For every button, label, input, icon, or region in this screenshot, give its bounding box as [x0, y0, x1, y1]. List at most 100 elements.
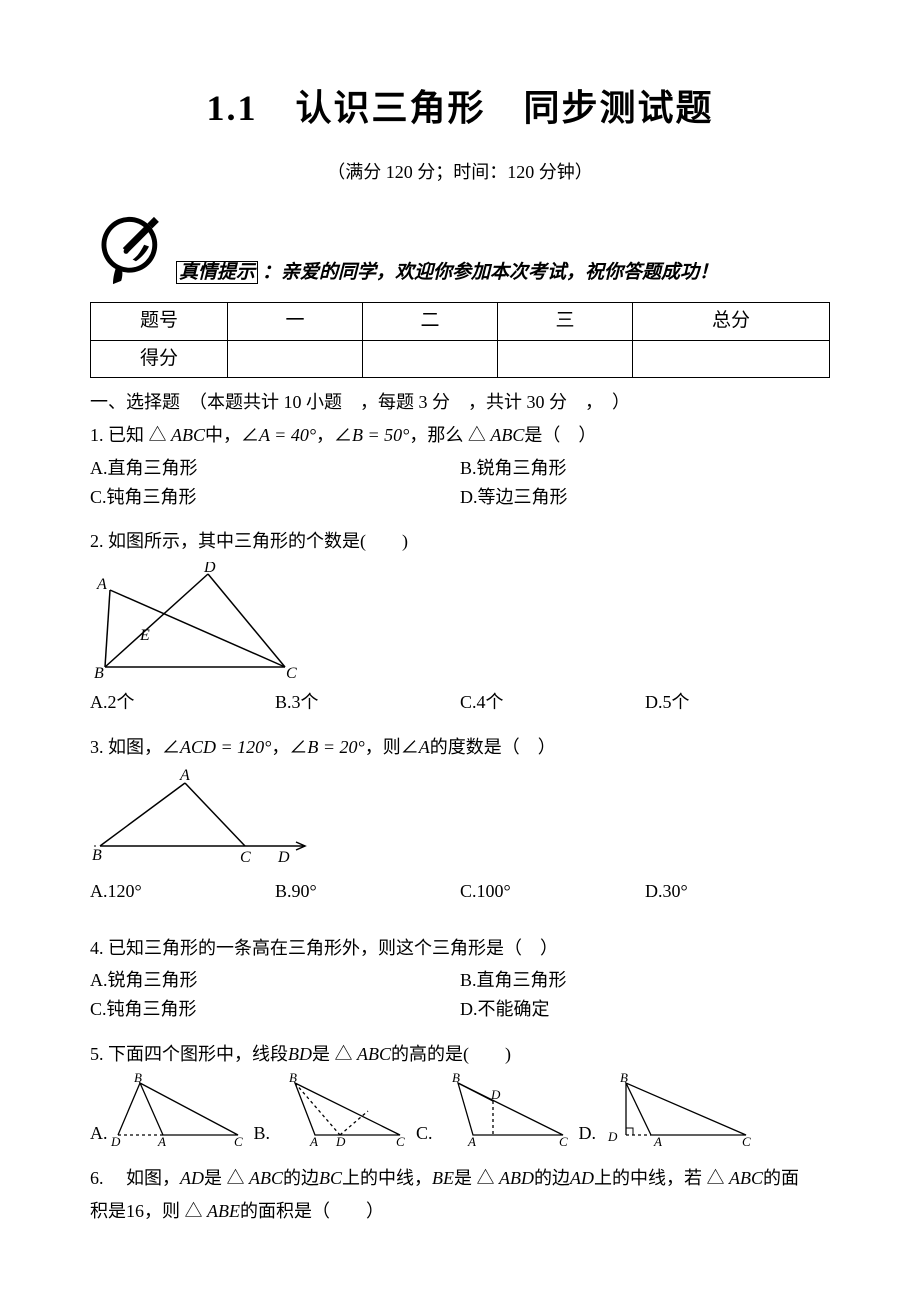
page-title: 1.1 认识三角形 同步测试题: [90, 80, 830, 138]
svg-text:C: C: [559, 1134, 568, 1148]
q5-fig-a: B D A C: [108, 1073, 248, 1148]
q-text: 的边: [534, 1168, 570, 1188]
svg-text:A: A: [309, 1134, 318, 1148]
question-6-line2: 积是16，则 △ ABE的面积是（ ）: [90, 1197, 830, 1226]
label-b: B: [92, 847, 102, 863]
svg-text:D: D: [490, 1087, 501, 1102]
svg-text:A: A: [467, 1134, 476, 1148]
q-num: 5.: [90, 1044, 104, 1064]
opt-label: C.: [416, 1119, 433, 1148]
q-text: 上的中线，: [342, 1168, 432, 1188]
option-d: D.不能确定: [460, 995, 830, 1024]
svg-text:C: C: [396, 1134, 405, 1148]
svg-text:A: A: [653, 1134, 662, 1148]
svg-text:D: D: [335, 1134, 346, 1148]
motto-text: ：亲爱的同学，欢迎你参加本次考试，祝你答题成功！: [262, 262, 718, 283]
label-c: C: [286, 665, 297, 682]
option-d: D. B D A C: [579, 1073, 757, 1148]
q-text: 中，∠: [205, 425, 259, 445]
q-text: 已知 △: [108, 425, 171, 445]
svg-text:D: D: [110, 1134, 121, 1148]
q-text: ，那么 △: [409, 425, 490, 445]
option-c: C. B D A C: [416, 1073, 573, 1148]
option-c: C.4个: [460, 688, 645, 717]
q3-options: A.120° B.90° C.100° D.30°: [90, 877, 830, 906]
q-text: 已知三角形的一条高在三角形外，则这个三角形是（ ）: [108, 938, 558, 958]
q-text: 是 △: [454, 1168, 499, 1188]
question-4: 4. 已知三角形的一条高在三角形外，则这个三角形是（ ）: [90, 934, 830, 963]
label-a: A: [179, 768, 190, 784]
math: ACD = 120°: [180, 737, 271, 757]
q-text: 是（ ）: [524, 425, 596, 445]
option-b: B. B A D C: [254, 1073, 411, 1148]
option-b: B.90°: [275, 877, 460, 906]
q-text: ，则∠: [365, 737, 419, 757]
label-a: A: [96, 576, 107, 593]
cell: 题号: [91, 303, 228, 340]
math: 16: [126, 1201, 144, 1221]
cell: 二: [363, 303, 498, 340]
table-row: 题号 一 二 三 总分: [91, 303, 830, 340]
cell: 得分: [91, 340, 228, 377]
math: BC: [319, 1168, 342, 1188]
cell: [363, 340, 498, 377]
table-row: 得分: [91, 340, 830, 377]
q1-options: C.钝角三角形 D.等边三角形: [90, 483, 830, 512]
subtitle: （满分 120 分；时间：120 分钟）: [90, 158, 830, 187]
math: AD: [180, 1168, 204, 1188]
svg-text:B: B: [620, 1073, 628, 1085]
option-d: D.30°: [645, 877, 830, 906]
q-num: 4.: [90, 938, 104, 958]
option-b: B.锐角三角形: [460, 454, 830, 483]
math: A = 40°: [259, 425, 316, 445]
cell: 一: [228, 303, 363, 340]
q4-options: A.锐角三角形 B.直角三角形: [90, 966, 830, 995]
math: AD: [570, 1168, 594, 1188]
math: ABC: [490, 425, 524, 445]
section-1-heading: 一、选择题 （本题共计 10 小题 ，每题 3 分 ，共计 30 分 ， ）: [90, 388, 830, 417]
q5-fig-d: B D A C: [596, 1073, 756, 1148]
q-text: 如图，∠: [108, 737, 180, 757]
q-text: 积是: [90, 1201, 126, 1221]
score-table: 题号 一 二 三 总分 得分: [90, 302, 830, 378]
motto-label: 真情提示: [176, 261, 258, 284]
math: ABC: [357, 1044, 391, 1064]
cell: [228, 340, 363, 377]
option-a: A.2个: [90, 688, 275, 717]
option-b: B.直角三角形: [460, 966, 830, 995]
math: A: [419, 737, 430, 757]
q-num: 3.: [90, 737, 104, 757]
q-text: ，∠: [271, 737, 307, 757]
q-text: 是 △: [204, 1168, 249, 1188]
option-c: C.钝角三角形: [90, 483, 460, 512]
q-text: 的边: [283, 1168, 319, 1188]
option-a: A.锐角三角形: [90, 966, 460, 995]
label-c: C: [240, 849, 251, 863]
svg-text:D: D: [607, 1129, 618, 1144]
q-text: 如图，: [108, 1168, 180, 1188]
math: B = 20°: [307, 737, 364, 757]
q1-options: A.直角三角形 B.锐角三角形: [90, 454, 830, 483]
math: ABC: [249, 1168, 283, 1188]
question-6: 6. 如图，AD是 △ ABC的边BC上的中线，BE是 △ ABD的边AD上的中…: [90, 1164, 830, 1193]
math: ABC: [171, 425, 205, 445]
math: ABE: [207, 1201, 240, 1221]
q5-options: A. B D A C B. B A D C C. B: [90, 1073, 830, 1148]
q-text: 是 △: [312, 1044, 357, 1064]
question-3: 3. 如图，∠ACD = 120°，∠B = 20°，则∠A的度数是（ ）: [90, 733, 830, 762]
q-text: 如图所示，其中三角形的个数是( ): [108, 531, 408, 551]
cell: [633, 340, 830, 377]
q-text: 的高的是( ): [391, 1044, 511, 1064]
cell: 总分: [633, 303, 830, 340]
svg-text:C: C: [234, 1134, 243, 1148]
svg-text:B: B: [289, 1073, 297, 1085]
q-text: 的面: [763, 1168, 799, 1188]
label-d: D: [277, 849, 290, 863]
q-text: 的面积是（ ）: [240, 1201, 384, 1221]
q-text: 下面四个图形中，线段: [108, 1044, 288, 1064]
math: BE: [432, 1168, 454, 1188]
math: B = 50°: [352, 425, 409, 445]
q2-options: A.2个 B.3个 C.4个 D.5个: [90, 688, 830, 717]
q3-figure: A B C D: [90, 768, 830, 863]
question-2: 2. 如图所示，其中三角形的个数是( ): [90, 527, 830, 556]
